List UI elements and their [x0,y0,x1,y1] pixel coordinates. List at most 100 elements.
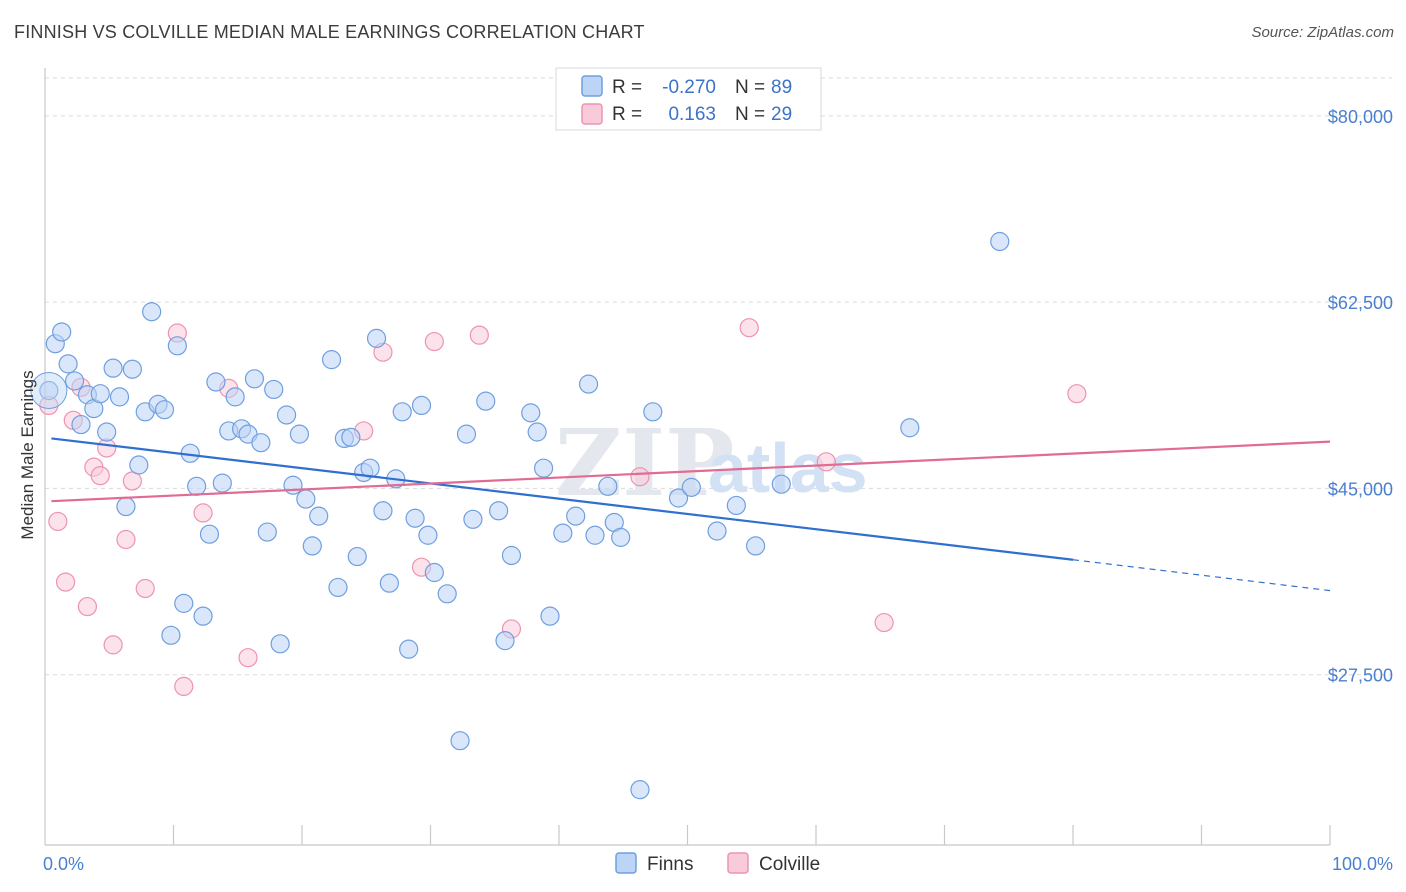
watermark: ZIP atlas [555,409,868,517]
bottom-legend-swatch-finns [615,852,637,874]
finns-point-24 [193,606,213,626]
finns-point-75 [585,525,605,545]
legend-n-value-finns: 89 [771,77,792,98]
colville-point-22 [469,325,489,345]
y-tick-labels: $80,000 $62,500 $45,000 $27,500 [1328,107,1393,686]
bottom-legend: Finns Colville [615,852,820,875]
colville-trend-line [51,440,1331,503]
legend: R = -0.270 N = 89 R = 0.163 N = 29 [555,67,822,131]
finns-point-32 [244,369,265,389]
source-label: Source: ZipAtlas.com [1251,24,1394,41]
finns-point-79 [630,780,650,800]
finns-point-29 [225,387,245,407]
finns-trend-extension [1072,559,1331,592]
finns-point-35 [264,379,284,400]
finns-points [30,231,1010,800]
x-tick-labels: 0.0% 100.0% [43,854,1393,874]
finns-point-41 [302,536,322,556]
finns-point-27 [212,473,232,493]
colville-point-25 [739,318,759,338]
finns-point-23 [187,476,207,496]
y-axis-label: Median Male Earnings [18,370,37,539]
legend-n-value-colville: 29 [771,104,792,125]
colville-point-12 [135,578,155,599]
finns-point-56 [405,508,425,528]
finns-point-60 [437,584,457,604]
finns-point-73 [566,506,586,526]
finns-point-9 [97,422,117,442]
colville-point-8 [97,438,117,458]
trend-lines [51,437,1331,592]
finns-point-80 [643,402,663,422]
finns-point-26 [206,372,226,392]
colville-point-9 [103,635,123,655]
finns-point-70 [533,458,554,478]
finns-point-54 [392,402,412,422]
finns-point-11 [109,387,130,407]
finns-point-69 [527,422,547,442]
finns-point-12 [116,496,136,517]
finns-point-13 [122,359,142,379]
finns-point-64 [476,391,496,411]
legend-swatch-colville [581,103,603,125]
finns-point-84 [726,495,746,516]
watermark-zip: ZIP [555,409,734,517]
finns-point-46 [341,427,361,447]
finns-point-78 [611,527,631,547]
colville-point-11 [122,471,142,491]
colville-point-14 [174,676,194,697]
finns-point-36 [270,634,290,654]
finns-point-68 [521,403,541,423]
finns-point-65 [489,501,509,521]
legend-n-label-colville: N = [735,104,765,125]
finns-point-87 [900,418,920,438]
y-tick-label-1: $62,500 [1328,293,1393,313]
finns-point-83 [707,521,727,541]
legend-n-label-finns: N = [735,77,765,98]
finns-point-16 [142,302,162,322]
finns-point-58 [418,525,438,545]
y-tick-label-2: $45,000 [1328,479,1393,499]
colville-point-26 [816,452,836,472]
finns-point-19 [161,625,181,645]
finns-point-52 [379,573,399,593]
finns-point-74 [578,374,599,394]
finns-point-42 [309,506,329,526]
finns-point-37 [276,405,297,425]
finns-point-25 [199,524,220,544]
finns-point-76 [598,476,618,496]
finns-point-33 [251,433,271,453]
finns-point-40 [296,489,316,509]
finns-point-0 [39,380,59,401]
finns-point-8 [90,384,110,404]
finns-point-20 [167,336,187,356]
finns-point-3 [58,354,78,374]
x-tick-label-0: 0.0% [43,854,84,874]
finns-point-85 [746,536,766,556]
colville-point-10 [116,529,136,550]
finns-point-86 [771,474,791,494]
colville-point-1 [48,511,68,532]
finns-point-62 [456,424,477,444]
bottom-legend-label-finns: Finns [647,854,693,875]
finns-point-47 [347,546,367,567]
colville-point-21 [424,331,444,352]
finns-point-55 [399,639,419,659]
finns-point-82 [681,477,701,497]
colville-point-24 [630,467,650,487]
finns-point-61 [450,731,470,751]
finns-point-57 [411,395,432,416]
finns-point-5 [71,414,91,435]
finns-point-63 [463,509,483,529]
chart-title: FINNISH VS COLVILLE MEDIAN MALE EARNINGS… [14,22,645,42]
finns-point-39 [289,424,310,444]
x-tick-label-1: 100.0% [1332,854,1393,874]
bottom-legend-swatch-colville [727,852,749,874]
colville-point-28 [1067,384,1087,404]
finns-point-43 [321,350,342,370]
colville-point-2 [55,572,76,592]
finns-point-2 [52,322,72,342]
finns-point-44 [328,577,348,598]
finns-point-81 [668,488,689,508]
